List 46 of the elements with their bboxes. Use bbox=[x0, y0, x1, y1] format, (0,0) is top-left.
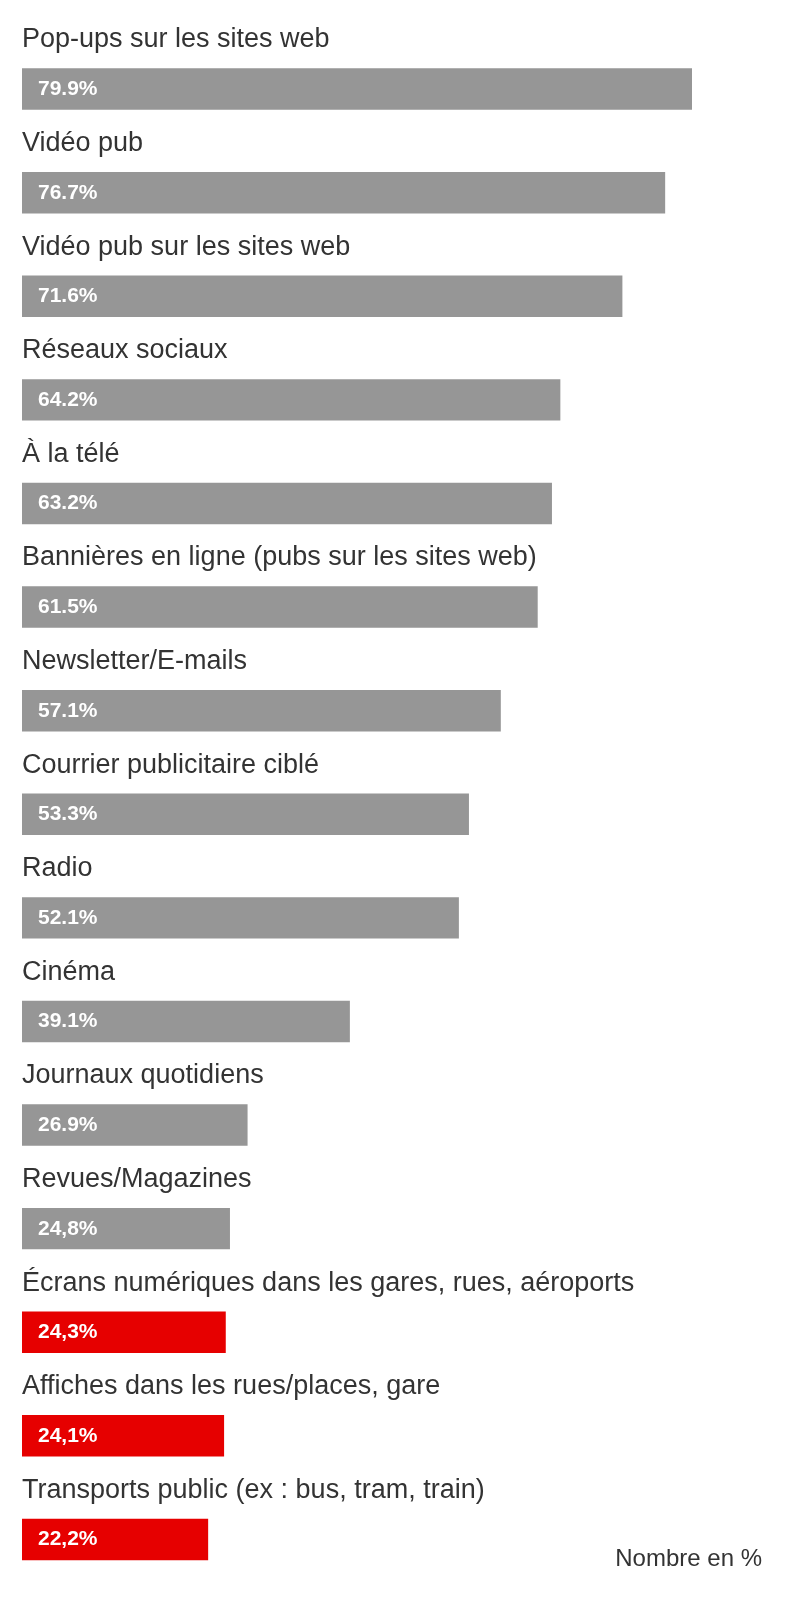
bar bbox=[22, 897, 459, 939]
data-label: 53.3% bbox=[38, 801, 98, 825]
bar bbox=[22, 793, 469, 835]
data-label: 24,8% bbox=[38, 1215, 98, 1239]
data-label: 39.1% bbox=[38, 1008, 98, 1032]
bar bbox=[22, 1207, 230, 1250]
y-tick-label: Vidéo pub bbox=[22, 126, 144, 157]
bar bbox=[22, 689, 501, 732]
y-tick-label: Affiches dans les rues/places, gare bbox=[22, 1370, 441, 1401]
bar bbox=[22, 379, 561, 421]
y-tick-label: Pop-ups sur les sites web bbox=[22, 23, 330, 54]
y-tick-label: Bannières en ligne (pubs sur les sites web) bbox=[22, 541, 537, 572]
bar bbox=[22, 1311, 226, 1353]
data-label: 64.2% bbox=[38, 386, 98, 410]
data-label: 57.1% bbox=[38, 697, 98, 721]
y-tick-label: Réseaux sociaux bbox=[22, 334, 229, 365]
bar bbox=[22, 586, 538, 628]
data-label: 61.5% bbox=[38, 594, 98, 618]
data-label: 76.7% bbox=[38, 179, 98, 203]
y-tick-label: Journaux quotidiens bbox=[22, 1059, 264, 1090]
bar bbox=[22, 275, 623, 317]
data-label: 63.2% bbox=[38, 490, 98, 514]
data-label: 24,3% bbox=[38, 1319, 98, 1343]
data-label: 26.9% bbox=[38, 1112, 98, 1136]
y-tick-label: Radio bbox=[22, 852, 93, 883]
y-tick-label: Vidéo pub sur les sites web bbox=[22, 230, 351, 261]
y-tick-label: Newsletter/E-mails bbox=[22, 644, 248, 675]
data-label: 71.6% bbox=[38, 283, 98, 307]
data-label: 52.1% bbox=[38, 904, 98, 928]
y-tick-label: Transports public (ex : bus, tram, train) bbox=[22, 1473, 485, 1504]
y-tick-label: Cinéma bbox=[22, 955, 117, 986]
bar bbox=[22, 1415, 225, 1457]
data-label: 22,2% bbox=[38, 1526, 98, 1550]
data-label: 24,1% bbox=[38, 1422, 98, 1446]
bar bbox=[22, 482, 552, 525]
bar bbox=[22, 1518, 209, 1561]
data-label: 79.9% bbox=[38, 76, 98, 100]
text: Nombre en % bbox=[615, 1544, 762, 1572]
bar bbox=[22, 1000, 350, 1043]
y-tick-label: Revues/Magazines bbox=[22, 1162, 252, 1193]
bar bbox=[22, 68, 692, 110]
bar bbox=[22, 1104, 248, 1146]
y-tick-label: À la télé bbox=[22, 437, 120, 468]
y-tick-label: Courrier publicitaire ciblé bbox=[22, 748, 320, 779]
y-tick-label: Écrans numériques dans les gares, rues, aéroports bbox=[22, 1266, 635, 1297]
bar bbox=[22, 171, 666, 214]
